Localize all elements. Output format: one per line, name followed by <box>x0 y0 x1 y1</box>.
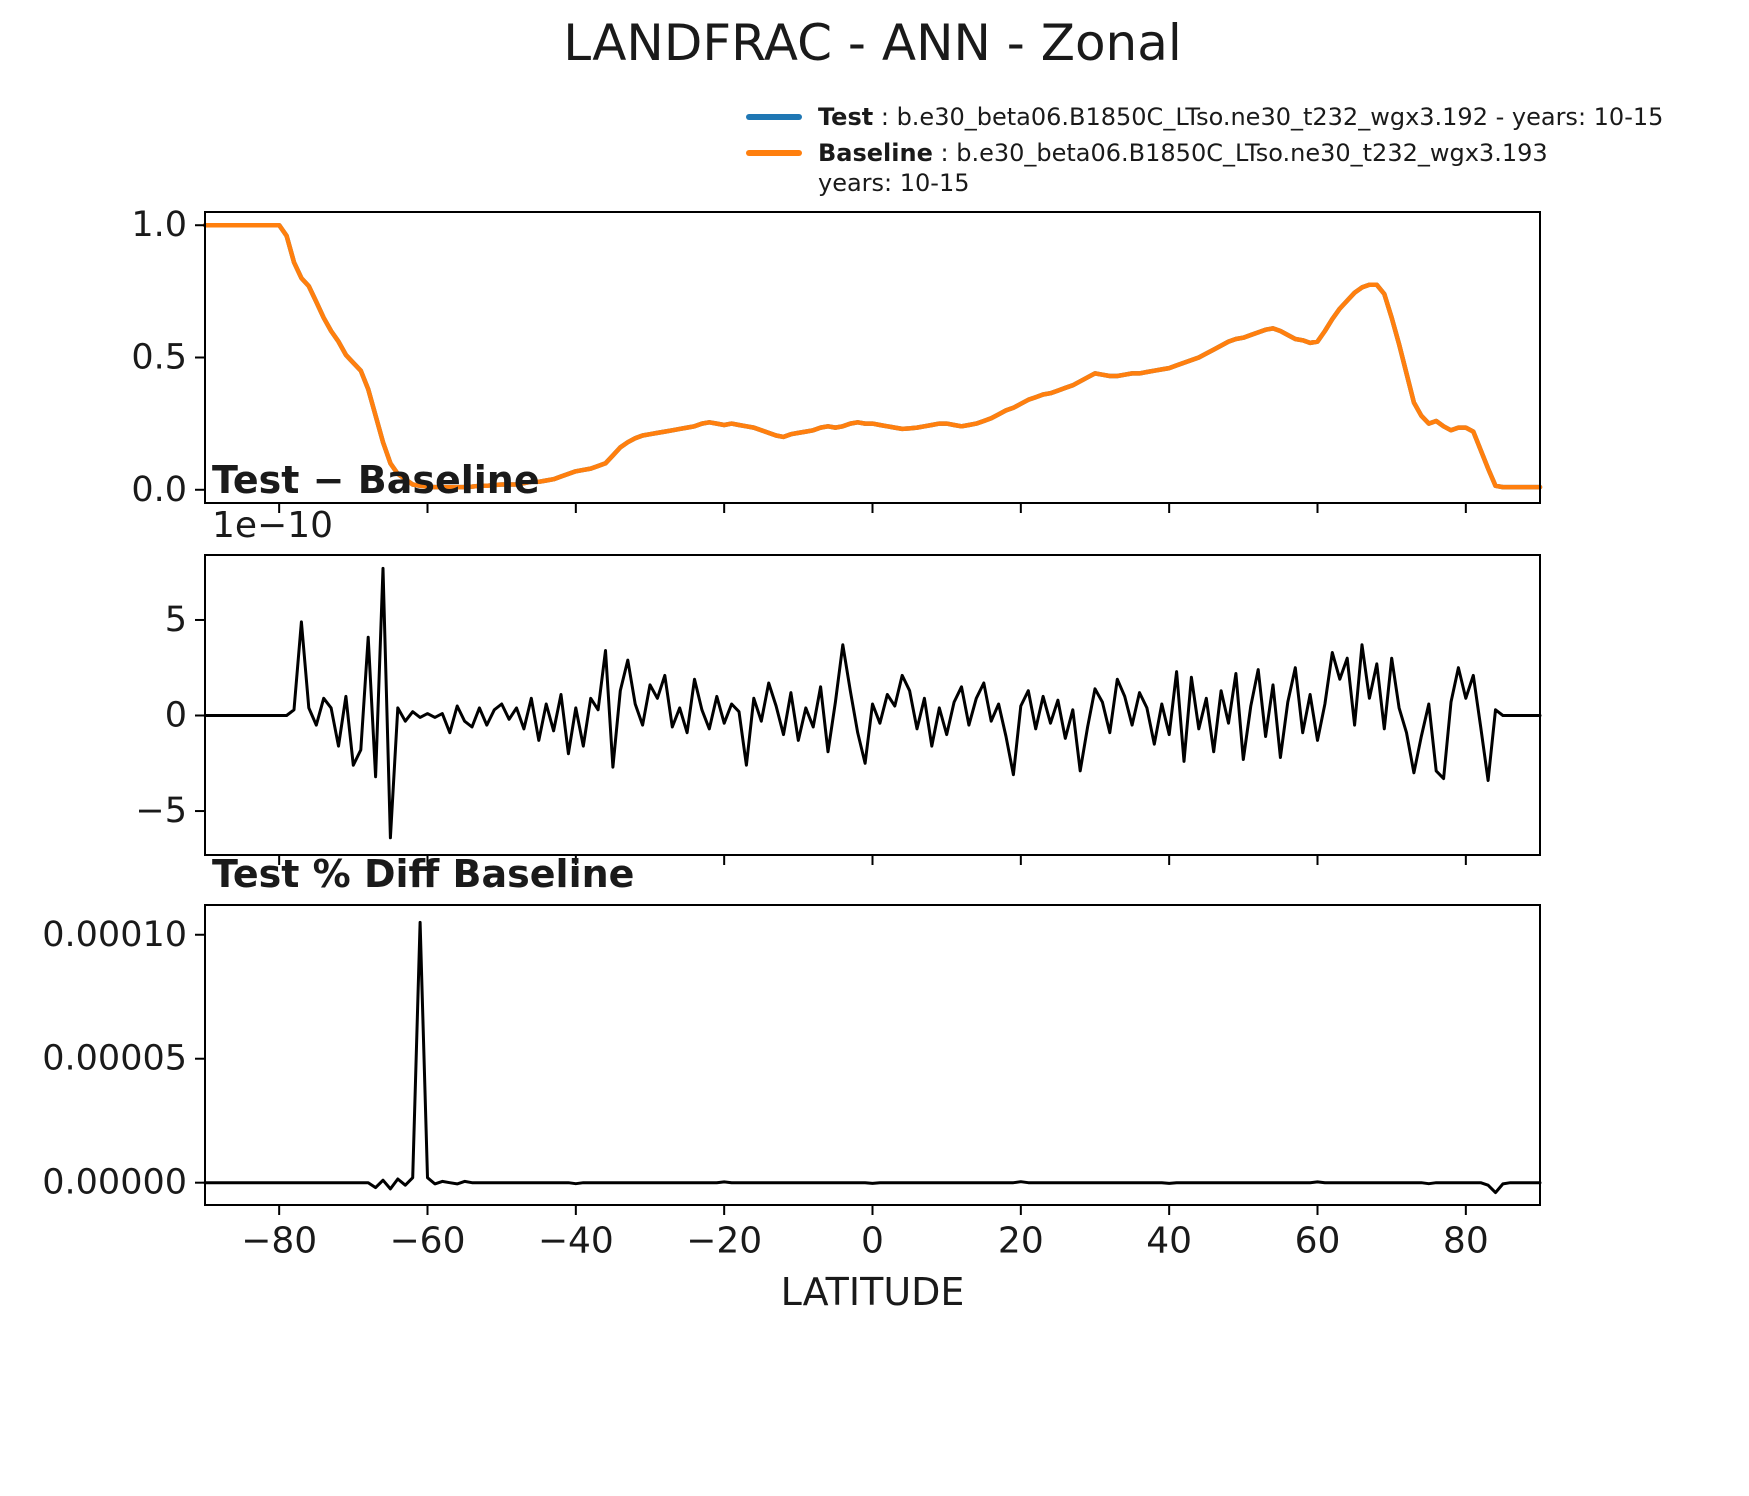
x-tick-label: −20 <box>686 1221 762 1262</box>
difference-test-baseline-line <box>203 566 1542 840</box>
pct-diff-panel-title: Test % Diff Baseline <box>212 852 635 896</box>
x-tick-label: 20 <box>998 1221 1044 1262</box>
y-tick-label: 0.00005 <box>42 1039 187 1079</box>
diff-panel-title: Test − Baseline <box>212 458 540 502</box>
chart-title: LANDFRAC - ANN - Zonal <box>563 14 1182 72</box>
y-tick-label: 1.0 <box>131 205 187 245</box>
y-tick-label: 5 <box>165 600 187 640</box>
x-axis-label: LATITUDE <box>780 1270 965 1314</box>
legend-label-test-bold: Test <box>818 103 874 131</box>
legend-entry-baseline: Baseline : b.e30_beta06.B1850C_LTso.ne30… <box>746 138 1663 199</box>
legend-label-baseline-rest: : b.e30_beta06.B1850C_LTso.ne30_t232_wgx… <box>932 138 1548 167</box>
x-tick-label: 40 <box>1146 1221 1192 1262</box>
y-tick-label: 0.00010 <box>42 915 187 955</box>
legend-label-baseline: Baseline : b.e30_beta06.B1850C_LTso.ne30… <box>818 138 1548 199</box>
panel-frame <box>204 904 1541 1206</box>
y-tick-label: −5 <box>135 791 187 831</box>
legend-line-test <box>746 114 802 120</box>
percent-difference-test-diff-baseline-line <box>203 920 1542 1195</box>
legend-entry-test: Test : b.e30_beta06.B1850C_LTso.ne30_t23… <box>746 102 1663 133</box>
y-tick-label: 0 <box>165 696 187 736</box>
y-tick-label: 0.0 <box>131 470 187 510</box>
legend-line-baseline <box>746 149 802 156</box>
zonal-mean-baseline-line <box>202 222 1543 490</box>
legend-label-baseline-bold: Baseline <box>818 138 933 167</box>
legend: Test : b.e30_beta06.B1850C_LTso.ne30_t23… <box>746 102 1663 199</box>
y-tick-label: 0.5 <box>131 338 187 378</box>
legend-label-baseline-years: years: 10-15 <box>818 169 970 198</box>
x-tick-label: 80 <box>1443 1221 1489 1262</box>
y-tick-label: 0.00000 <box>42 1163 187 1203</box>
legend-label-test: Test : b.e30_beta06.B1850C_LTso.ne30_t23… <box>818 102 1663 133</box>
x-tick-label: −40 <box>538 1221 614 1262</box>
zonal-mean-test-line <box>202 222 1543 490</box>
legend-label-test-rest: : b.e30_beta06.B1850C_LTso.ne30_t232_wgx… <box>873 103 1664 131</box>
x-tick-label: −80 <box>241 1221 317 1262</box>
x-tick-label: 60 <box>1295 1221 1341 1262</box>
x-tick-label: 0 <box>861 1221 884 1262</box>
y-axis-offset-label: 1e−10 <box>212 505 334 546</box>
x-tick-label: −60 <box>390 1221 466 1262</box>
